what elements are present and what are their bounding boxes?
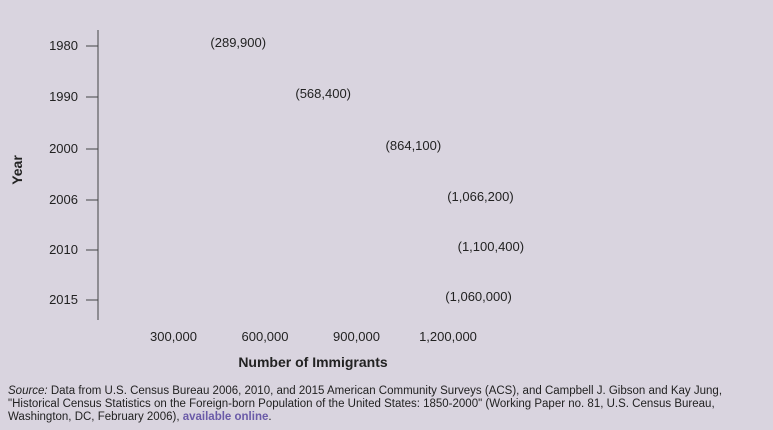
- source-note: Source: Data from U.S. Census Bureau 200…: [8, 385, 768, 424]
- family-icon: [283, 234, 314, 262]
- source-link[interactable]: available online: [182, 411, 269, 423]
- x-tick-label: 300,000: [150, 329, 197, 344]
- family-icon: [344, 184, 375, 212]
- family-icon: [191, 81, 222, 109]
- family-icon: [313, 284, 344, 312]
- family-icon: [161, 284, 192, 312]
- family-icon: [405, 234, 436, 262]
- family-icon: [100, 30, 131, 58]
- data-label: (864,100): [386, 138, 442, 153]
- family-icon: [130, 30, 161, 58]
- source-text: Data from U.S. Census Bureau 2006, 2010,…: [8, 385, 723, 423]
- family-icon: [313, 133, 344, 161]
- bar-1980: [100, 30, 191, 58]
- family-icon: [344, 234, 375, 262]
- family-icon: [100, 184, 131, 212]
- data-label: (1,066,200): [447, 189, 514, 204]
- bar-2015: [100, 284, 426, 312]
- data-label: (1,100,400): [458, 239, 525, 254]
- family-icon: [191, 284, 222, 312]
- family-icon: [283, 184, 314, 212]
- family-icon: [222, 81, 253, 109]
- family-icon: [405, 184, 428, 212]
- family-icon: [161, 81, 192, 109]
- y-axis-title: Year: [9, 155, 25, 185]
- family-icon: [344, 133, 366, 161]
- family-icon: [283, 133, 314, 161]
- y-tick-label: 2015: [49, 292, 78, 307]
- family-icon: [222, 184, 253, 212]
- family-icon: [405, 284, 426, 312]
- family-icon: [161, 234, 192, 262]
- x-tick-label: 600,000: [242, 329, 289, 344]
- family-icon: [222, 133, 253, 161]
- y-tick-label: 1980: [49, 38, 78, 53]
- family-icon: [130, 284, 161, 312]
- family-icon: [130, 81, 161, 109]
- family-icon: [222, 234, 253, 262]
- y-tick-label: 1990: [49, 89, 78, 104]
- data-label: (289,900): [210, 35, 266, 50]
- y-tick-label: 2010: [49, 242, 78, 257]
- family-icon: [222, 284, 253, 312]
- x-tick-label: 900,000: [333, 329, 380, 344]
- family-icon: [100, 234, 131, 262]
- source-end: .: [268, 411, 272, 423]
- pictograph-chart: Year 1980 (289,900) 1990 (568,400) 2000 (864,…: [9, 30, 525, 370]
- family-icon: [161, 184, 192, 212]
- family-icon: [374, 234, 405, 262]
- family-icon: [130, 184, 161, 212]
- x-tick-label: 1,200,000: [419, 329, 477, 344]
- family-icon: [252, 133, 283, 161]
- source-label: Source:: [8, 385, 48, 397]
- family-icon: [313, 234, 344, 262]
- family-icon: [130, 234, 161, 262]
- family-icon: [130, 133, 161, 161]
- family-icon: [344, 284, 375, 312]
- family-icon: [161, 133, 192, 161]
- y-tick-label: 2006: [49, 192, 78, 207]
- family-icon: [100, 284, 131, 312]
- family-icon: [191, 184, 222, 212]
- family-icon: [374, 184, 405, 212]
- family-icon: [191, 234, 222, 262]
- family-icon: [100, 81, 131, 109]
- family-icon: [161, 30, 191, 58]
- data-label: (1,060,000): [445, 289, 512, 304]
- family-icon: [252, 284, 283, 312]
- x-axis-title: Number of Immigrants: [238, 354, 388, 370]
- bar-2000: [100, 133, 366, 161]
- family-icon: [374, 284, 405, 312]
- family-icon: [252, 234, 283, 262]
- y-tick-label: 2000: [49, 141, 78, 156]
- data-label: (568,400): [295, 86, 351, 101]
- bar-2010: [100, 234, 436, 262]
- bar-2006: [100, 184, 428, 212]
- family-icon: [283, 284, 314, 312]
- family-icon: [100, 133, 131, 161]
- bar-1990: [100, 81, 276, 109]
- family-icon: [191, 133, 222, 161]
- family-icon: [252, 184, 283, 212]
- family-icon: [252, 81, 276, 109]
- family-icon: [313, 184, 344, 212]
